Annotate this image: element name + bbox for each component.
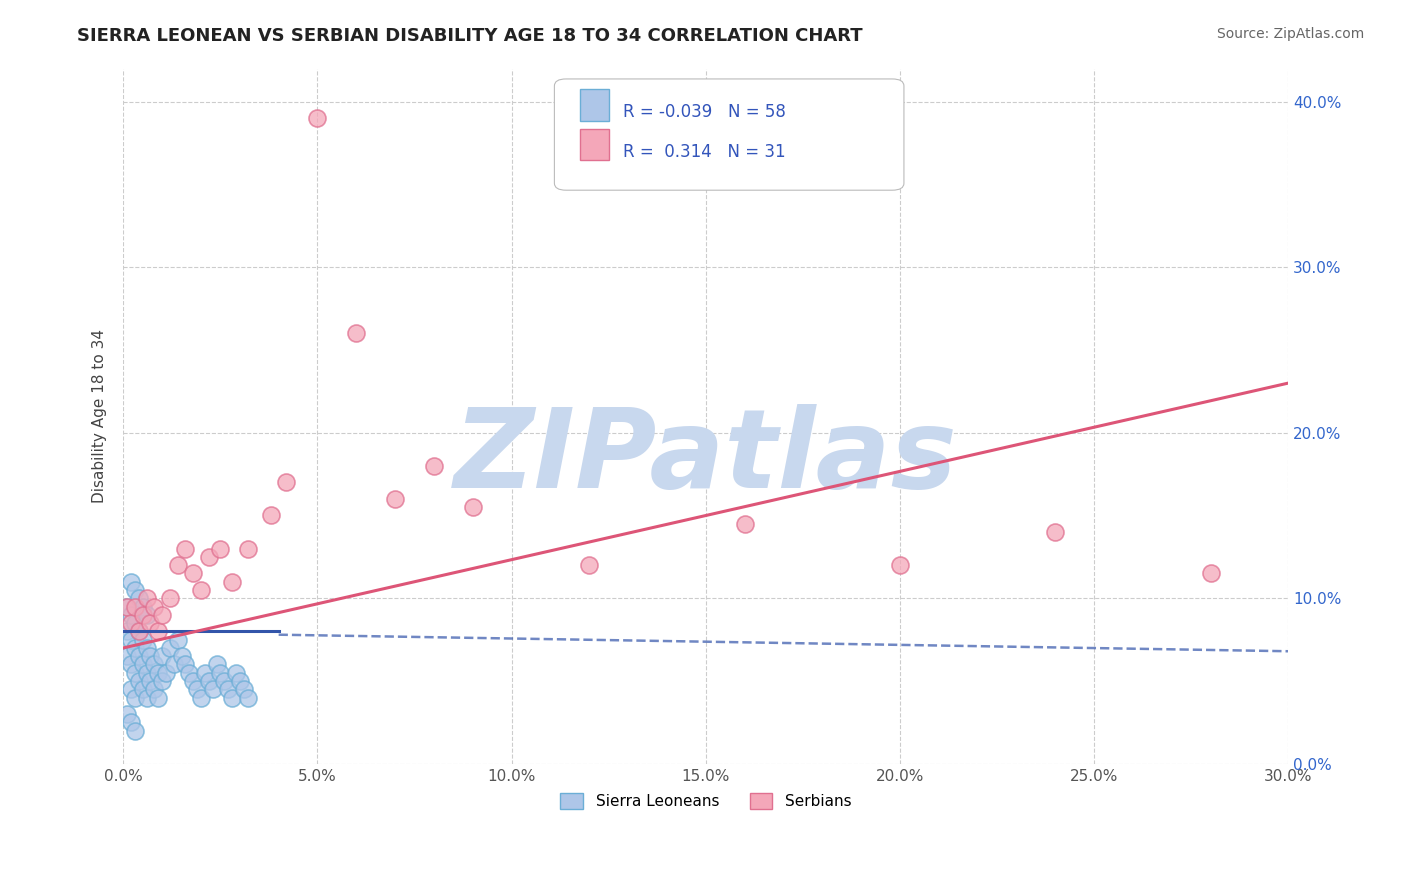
Point (128, 624, 150, 639)
Point (214, 674, 236, 689)
Point (159, 591, 181, 606)
Point (120, 632, 142, 647)
Point (734, 516, 756, 531)
Point (115, 649, 138, 664)
Point (194, 665, 217, 680)
Point (174, 541, 197, 556)
Point (148, 690, 170, 705)
Point (1045, 524, 1067, 539)
Point (209, 541, 232, 556)
Point (120, 616, 142, 631)
Point (124, 640, 146, 655)
Point (143, 599, 166, 614)
Point (205, 657, 228, 672)
Point (124, 582, 146, 597)
Point (229, 674, 252, 689)
Point (197, 674, 219, 689)
FancyBboxPatch shape (581, 129, 609, 161)
Point (276, 475, 298, 490)
Point (1199, 566, 1222, 581)
Point (115, 599, 138, 614)
Point (186, 682, 208, 697)
Point (148, 665, 170, 680)
Point (120, 682, 142, 697)
Point (150, 674, 173, 689)
Point (120, 715, 142, 730)
FancyBboxPatch shape (554, 79, 904, 190)
FancyBboxPatch shape (581, 89, 609, 120)
Point (181, 566, 204, 581)
Point (132, 632, 155, 647)
Point (209, 665, 232, 680)
Point (181, 674, 204, 689)
Point (461, 500, 484, 515)
Point (143, 682, 166, 697)
Point (225, 665, 247, 680)
Point (132, 599, 155, 614)
Point (179, 665, 201, 680)
Point (150, 649, 173, 664)
Point (132, 607, 155, 622)
Point (170, 649, 193, 664)
Point (889, 558, 911, 573)
Text: Source: ZipAtlas.com: Source: ZipAtlas.com (1216, 27, 1364, 41)
Point (221, 690, 243, 705)
Point (120, 574, 142, 589)
Point (135, 591, 157, 606)
Point (120, 657, 142, 672)
Point (197, 549, 219, 564)
Legend: Sierra Leoneans, Serbians: Sierra Leoneans, Serbians (554, 787, 858, 815)
Text: R = -0.039   N = 58: R = -0.039 N = 58 (623, 103, 786, 121)
Point (578, 558, 600, 573)
Point (423, 458, 446, 473)
Point (135, 665, 157, 680)
Point (132, 682, 155, 697)
Point (163, 657, 186, 672)
Point (139, 616, 162, 631)
Point (155, 665, 177, 680)
Text: R =  0.314   N = 31: R = 0.314 N = 31 (623, 143, 786, 161)
Text: SIERRA LEONEAN VS SERBIAN DISABILITY AGE 18 TO 34 CORRELATION CHART: SIERRA LEONEAN VS SERBIAN DISABILITY AGE… (77, 27, 863, 45)
Point (143, 657, 166, 672)
Point (221, 574, 243, 589)
Point (120, 607, 142, 622)
Point (217, 682, 239, 697)
Point (190, 582, 212, 597)
Point (132, 657, 155, 672)
Point (135, 607, 157, 622)
Point (115, 599, 138, 614)
Point (236, 541, 259, 556)
Point (232, 682, 254, 697)
Text: ZIPatlas: ZIPatlas (454, 404, 957, 511)
Point (139, 674, 162, 689)
Point (166, 632, 188, 647)
Point (128, 624, 150, 639)
Point (124, 690, 146, 705)
Point (236, 690, 259, 705)
Point (124, 665, 146, 680)
Point (115, 624, 138, 639)
Point (148, 624, 170, 639)
Point (115, 707, 138, 722)
Point (128, 674, 150, 689)
Point (166, 558, 188, 573)
Point (307, 111, 329, 125)
Point (344, 326, 367, 341)
Y-axis label: Disability Age 18 to 34: Disability Age 18 to 34 (93, 329, 107, 503)
Point (128, 591, 150, 606)
Point (124, 599, 146, 614)
Point (135, 690, 157, 705)
Point (174, 657, 197, 672)
Point (190, 690, 212, 705)
Point (128, 649, 150, 664)
Point (124, 616, 146, 631)
Point (150, 607, 173, 622)
Point (124, 723, 146, 738)
Point (139, 649, 162, 664)
Point (135, 640, 157, 655)
Point (201, 682, 224, 697)
Point (260, 508, 283, 523)
Point (384, 491, 406, 506)
Point (159, 640, 181, 655)
